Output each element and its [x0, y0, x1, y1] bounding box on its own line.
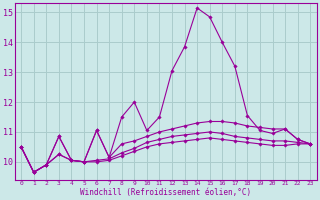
X-axis label: Windchill (Refroidissement éolien,°C): Windchill (Refroidissement éolien,°C) — [80, 188, 251, 197]
